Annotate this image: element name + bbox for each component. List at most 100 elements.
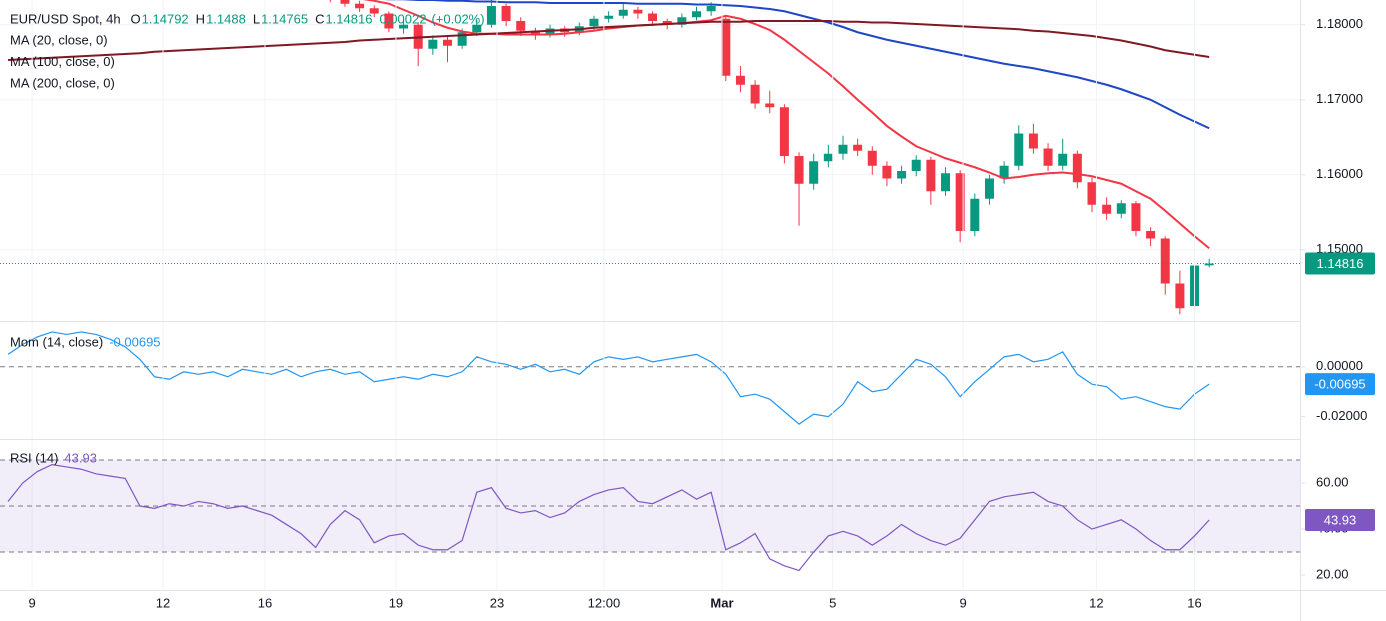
candle-body: [1058, 153, 1068, 166]
candle-body: [941, 173, 951, 192]
candle-body: [399, 24, 409, 29]
x-tick-label: 12: [156, 595, 170, 610]
candle-body: [1087, 182, 1097, 205]
legend-entry: MA (200, close, 0): [10, 75, 115, 90]
pane: [0, 331, 1300, 425]
candle-body: [340, 0, 350, 4]
candle-body: [1204, 263, 1214, 266]
x-tick-label: Mar: [710, 595, 733, 610]
y-tick-label: 0.00000: [1316, 358, 1363, 373]
candle-body: [911, 159, 921, 171]
candle-body: [809, 161, 819, 184]
ohlc-value: 1.14765: [261, 11, 308, 26]
line: [383, 0, 1210, 130]
candle-body: [472, 24, 482, 33]
line: [362, 0, 1210, 250]
candle-body: [1102, 204, 1112, 214]
candle-body: [604, 15, 614, 19]
candle-body: [955, 173, 965, 231]
candle-body: [1160, 238, 1170, 284]
legend-entry: Mom (14, close): [10, 334, 103, 349]
candle-body: [692, 11, 702, 18]
candle-body: [721, 18, 731, 76]
candle-body: [765, 103, 775, 108]
pane: [0, 0, 1300, 315]
x-tick-label: 9: [959, 595, 966, 610]
last-value-box: [1305, 373, 1375, 396]
x-tick-label: 19: [389, 595, 403, 610]
price-axis: 1.15000 1.16000 1.17000 1.18000: [1300, 16, 1363, 256]
candle-body: [1043, 148, 1053, 166]
candle-body: [853, 144, 863, 151]
ohlc-label: L: [253, 11, 260, 26]
legend-title: EUR/USD Spot, 4h: [10, 11, 121, 26]
ohlc-label: H: [196, 11, 205, 26]
legend-change: 0.00022: [379, 11, 426, 26]
legend-entry: MA (20, close, 0): [10, 33, 108, 48]
line: [8, 20, 1210, 61]
candle-body: [926, 159, 936, 192]
last-value-label: 1.14816: [1317, 256, 1364, 271]
line: [7, 463, 1210, 572]
legend-value: -0.00695: [109, 334, 160, 349]
candle-body: [618, 9, 628, 16]
y-tick-label: 60.00: [1316, 474, 1349, 489]
legend-value: 43.93: [64, 450, 97, 465]
y-tick-label: -0.02000: [1316, 408, 1367, 423]
candle-body: [1014, 133, 1024, 166]
ohlc-value: 1.1488: [206, 11, 246, 26]
candle-body: [501, 6, 511, 21]
candle-body: [486, 6, 496, 25]
y-tick-label: 1.15000: [1316, 241, 1363, 256]
candle-body: [648, 13, 658, 21]
candle-body: [1028, 133, 1038, 149]
candle-body: [882, 165, 892, 179]
x-tick-label: 16: [258, 595, 272, 610]
candle-body: [1072, 153, 1082, 183]
x-tick-label: 9: [28, 595, 35, 610]
x-tick-label: 12: [1089, 595, 1103, 610]
candle-body: [442, 39, 452, 46]
candle-body: [516, 21, 526, 31]
candle-body: [1116, 203, 1126, 214]
ohlc-value: 1.14816: [325, 11, 372, 26]
candle-body: [355, 3, 365, 9]
candle-body: [999, 165, 1009, 179]
candle-body: [1131, 203, 1141, 231]
price-axis: 0.00000 -0.02000: [1300, 358, 1367, 423]
y-tick-label: 1.16000: [1316, 166, 1363, 181]
candle-body: [867, 150, 877, 166]
candle-body: [662, 21, 672, 25]
candle-body: [1175, 283, 1185, 309]
candle-body: [779, 107, 789, 156]
last-value-box: [1305, 252, 1375, 275]
legend-change-pct: (+0.02%): [431, 11, 484, 26]
candle-body: [897, 171, 907, 179]
ohlc-value: 1.14792: [142, 11, 189, 26]
line: [7, 331, 1210, 425]
candle-body: [384, 13, 394, 29]
candle-body: [794, 156, 804, 184]
x-tick-label: 5: [829, 595, 836, 610]
candle-body: [369, 8, 379, 14]
candle-body: [633, 9, 643, 14]
candle-body: [457, 32, 467, 46]
panes: 1.15000 1.16000 1.17000 1.18000 0.00000 -0.02…: [0, 0, 1367, 590]
last-value-label: -0.00695: [1314, 377, 1365, 392]
candle-body: [1146, 231, 1156, 239]
ohlc-label: C: [315, 11, 324, 26]
y-tick-label: 1.18000: [1316, 16, 1363, 31]
last-value-label: 43.93: [1324, 512, 1357, 527]
candle-body: [970, 198, 980, 231]
candle-body: [706, 6, 716, 12]
y-tick-label: 20.00: [1316, 566, 1349, 581]
candle-body: [677, 17, 687, 25]
legend-entry: RSI (14): [10, 450, 58, 465]
candle-body: [984, 178, 994, 199]
x-tick-label: 12:00: [588, 595, 621, 610]
legend-entry: MA (100, close, 0): [10, 54, 115, 69]
candle-body: [428, 39, 438, 49]
candle-body: [750, 84, 760, 104]
